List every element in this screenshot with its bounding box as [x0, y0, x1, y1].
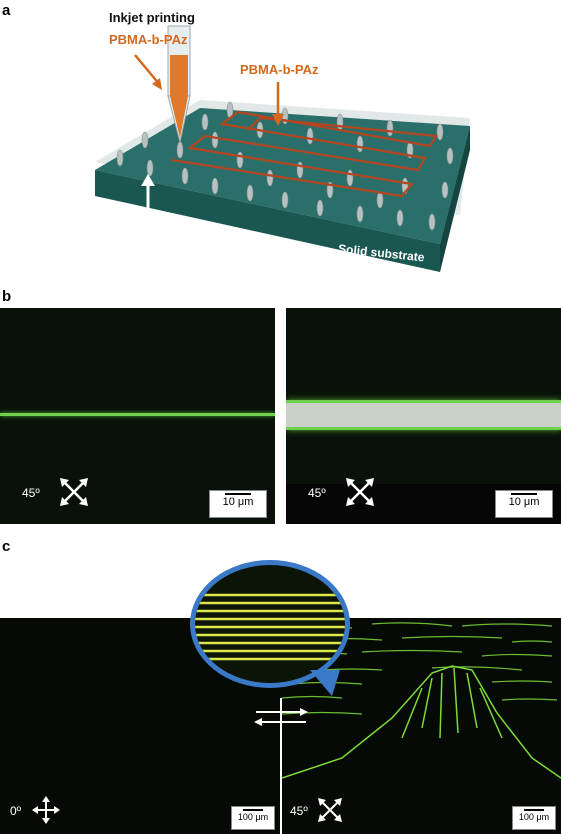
scale-bar: 10 μm: [209, 490, 267, 518]
panel-b-left-micrograph: 45º 10 μm: [0, 308, 275, 524]
panel-c-letter: c: [2, 538, 11, 555]
scale-bar: 100 μm: [231, 806, 275, 830]
scale-label: 10 μm: [508, 496, 540, 508]
scale-label: 100 μm: [518, 812, 550, 822]
substrate-top: [95, 108, 470, 244]
wide-printed-line: [286, 400, 561, 430]
polarizer-cross-icon: [60, 478, 88, 506]
inkjet-nozzle: [167, 25, 191, 143]
mountain-outline: [282, 665, 561, 779]
scale-bar: 10 μm: [495, 490, 553, 518]
scale-label: 100 μm: [237, 812, 269, 822]
polarizer-cross-icon: [318, 798, 342, 822]
angle-label: 45º: [22, 486, 40, 500]
panel-b-right-micrograph: 45º 10 μm: [286, 308, 561, 524]
shear-arrows-icon: [254, 708, 308, 726]
scale-label: 10 μm: [222, 496, 254, 508]
substrate-front: [95, 170, 440, 272]
printed-line: [171, 110, 438, 198]
polarizer-plus-icon: [32, 796, 60, 824]
panel-b-letter: b: [2, 288, 12, 305]
panel-a-schematic: [95, 25, 470, 272]
scale-bar: 100 μm: [512, 806, 556, 830]
line-label: PBMA-b-PAz: [240, 62, 319, 77]
thin-printed-line: [0, 413, 275, 416]
pillar-array: [116, 101, 454, 231]
pen-arrow: [134, 54, 161, 86]
angle-label: 45º: [290, 804, 308, 818]
divider-line: [280, 698, 282, 834]
angle-label: 45º: [308, 486, 326, 500]
pen-label: PBMA-b-PAz: [109, 32, 188, 47]
zoom-pointer: [310, 670, 340, 696]
panel-a-letter: a: [2, 2, 11, 19]
zoom-inset: [190, 560, 350, 688]
zoom-stripes: [195, 593, 345, 661]
inkjet-label: Inkjet printing: [109, 10, 195, 25]
polarizer-cross-icon: [346, 478, 374, 506]
angle-label: 0º: [10, 804, 22, 818]
substrate-side: [440, 126, 470, 272]
